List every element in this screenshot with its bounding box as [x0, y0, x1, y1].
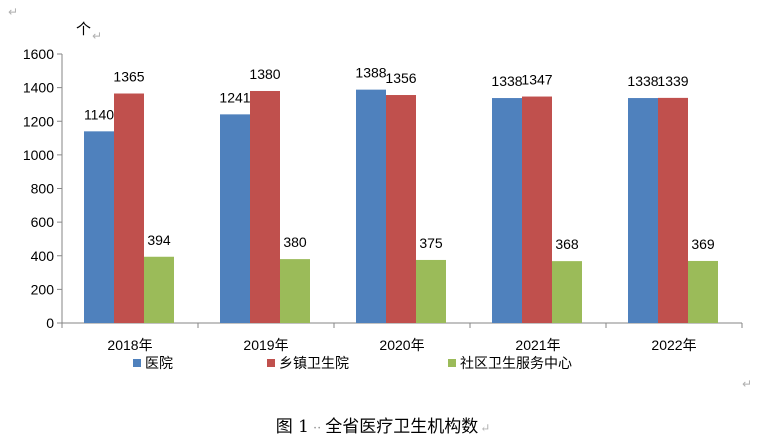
x-tick-label: 2019年	[243, 337, 288, 353]
data-label: 1339	[657, 73, 688, 89]
x-tick-label: 2020年	[379, 337, 424, 353]
bar	[114, 93, 144, 324]
y-tick-label: 800	[31, 181, 55, 197]
data-label: 380	[283, 234, 307, 250]
x-tick-label: 2022年	[651, 337, 696, 353]
data-label: 1347	[521, 72, 552, 88]
data-label: 1241	[219, 89, 250, 105]
x-tick-label: 2021年	[515, 337, 560, 353]
paragraph-mark-right: ↵	[742, 377, 753, 391]
y-tick-label: 600	[31, 214, 55, 230]
paragraph-mark-top: ↵	[8, 5, 19, 19]
y-tick-label: 400	[31, 248, 55, 264]
bar	[416, 259, 446, 323]
y-tick-label: 1200	[23, 113, 54, 129]
bar	[84, 131, 114, 323]
bar-chart: 个 0 200 400 600 800 1000 1200 1400 1600 2018年 1140 1…	[23, 21, 743, 371]
legend-label: 社区卫生服务中心	[460, 355, 572, 371]
bar	[386, 95, 416, 324]
bar	[688, 260, 718, 323]
bar	[280, 259, 310, 323]
y-tick-label: 1600	[23, 46, 54, 62]
data-label: 394	[147, 232, 171, 248]
figure-caption: 图 1 ·· 全省医疗卫生机构数 ↵	[0, 412, 766, 437]
bar	[552, 261, 582, 323]
data-label: 375	[419, 235, 443, 251]
paragraph-mark-caption: ↵	[480, 421, 491, 435]
legend-label: 医院	[145, 355, 173, 371]
paragraph-mark-unit: ↵	[92, 29, 103, 43]
data-label: 1356	[385, 70, 416, 86]
data-label: 1338	[627, 73, 658, 89]
legend-label: 乡镇卫生院	[279, 355, 349, 371]
y-unit-label: 个	[76, 21, 91, 38]
bar	[356, 89, 386, 323]
bar	[522, 96, 552, 324]
y-tick-label: 200	[31, 281, 55, 297]
legend-swatch	[133, 359, 141, 367]
y-tick-label: 0	[46, 315, 54, 331]
bar	[628, 98, 658, 323]
bar	[144, 256, 174, 323]
bar	[492, 98, 522, 323]
bar	[250, 90, 280, 323]
x-tick-label: 2018年	[107, 337, 152, 353]
data-label: 1388	[355, 65, 386, 81]
legend-swatch	[267, 359, 275, 367]
figure-number: 图 1	[275, 417, 309, 437]
data-label: 369	[691, 236, 715, 252]
data-label: 1338	[491, 73, 522, 89]
y-tick-label: 1000	[23, 147, 54, 163]
legend-swatch	[448, 359, 456, 367]
bar	[220, 114, 250, 323]
data-label: 368	[555, 236, 579, 252]
bar	[658, 97, 688, 324]
caption-separator: ··	[312, 421, 322, 436]
data-label: 1140	[84, 106, 114, 122]
data-label: 1365	[113, 69, 144, 85]
figure-title: 全省医疗卫生机构数	[325, 417, 479, 437]
data-label: 1380	[249, 66, 280, 82]
y-tick-label: 1400	[23, 80, 54, 96]
